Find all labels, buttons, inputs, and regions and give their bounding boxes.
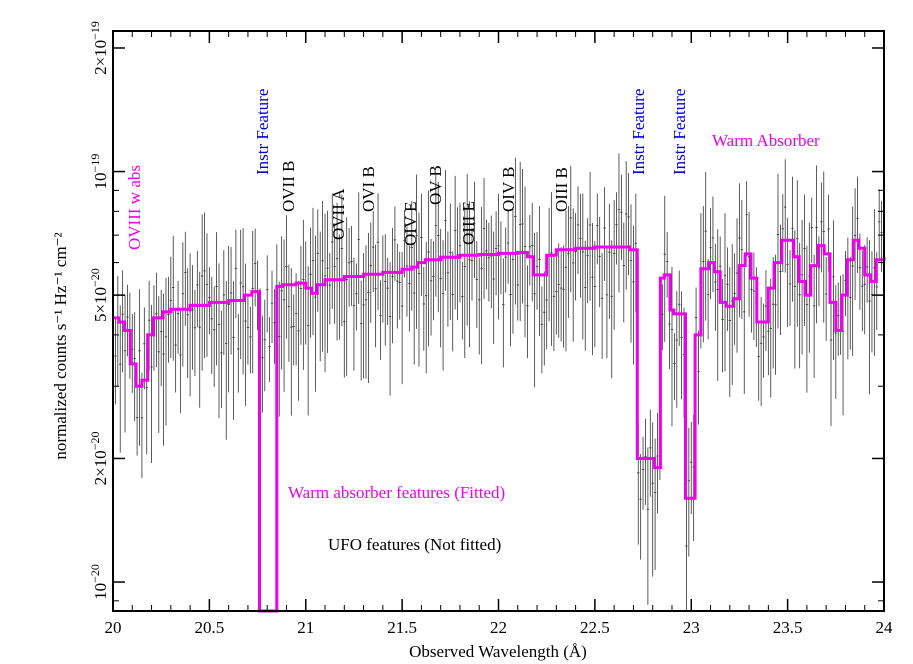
annotation-ufo-not-fitted: UFO features (Not fitted) bbox=[328, 535, 501, 554]
x-axis: 20 20.5 21 21.5 22 22.5 23 23.5 24 bbox=[105, 31, 894, 637]
annotation-instr-feature-2: Instr Feature bbox=[629, 89, 648, 175]
y-tick-label: 2×10−19 bbox=[88, 21, 110, 75]
y-tick-label: 5×10−20 bbox=[88, 268, 110, 322]
x-tick-label: 20.5 bbox=[195, 618, 225, 637]
data-points-group bbox=[111, 153, 886, 611]
y-tick-label: 2×10−20 bbox=[88, 432, 110, 486]
x-tick-label: 22 bbox=[490, 618, 507, 637]
y-axis-title: normalized counts s⁻¹ Hz⁻¹ cm⁻² bbox=[51, 232, 70, 459]
annotation-instr-feature-3: Instr Feature bbox=[670, 89, 689, 175]
x-tick-label: 22.5 bbox=[580, 618, 610, 637]
annotation-warm-absorber: Warm Absorber bbox=[712, 131, 820, 150]
x-tick-label: 21 bbox=[297, 618, 314, 637]
annotation-ion-ov-b: OV B bbox=[426, 165, 445, 205]
annotation-ion-oiii-b: OIII B bbox=[552, 167, 571, 212]
annotation-ion-ovii-b: OVII B bbox=[279, 161, 298, 212]
y-tick-label: 10−19 bbox=[88, 154, 110, 190]
x-tick-label: 23 bbox=[683, 618, 700, 637]
annotation-warm-fitted: Warm absorber features (Fitted) bbox=[288, 483, 505, 502]
model-series-line bbox=[113, 238, 886, 613]
x-tick-label: 24 bbox=[876, 618, 894, 637]
y-axis: 10−20 2×10−20 5×10−20 10−19 2×10−19 bbox=[88, 21, 884, 602]
annotation-ion-ovi-b: OVI B bbox=[359, 166, 378, 212]
annotation-ion-oiv-e: OIV E bbox=[401, 201, 420, 246]
x-tick-label: 21.5 bbox=[387, 618, 417, 637]
annotation-ion-oiv-b: OIV B bbox=[499, 167, 518, 213]
y-tick-label: 10−20 bbox=[88, 564, 110, 600]
annotation-ion-ovii-a: OVII A bbox=[329, 188, 348, 240]
annotation-ion-oiii-e: OIII E bbox=[459, 201, 478, 245]
x-tick-label: 23.5 bbox=[773, 618, 803, 637]
annotation-instr-feature-1: Instr Feature bbox=[253, 89, 272, 175]
x-axis-title: Observed Wavelength (Å) bbox=[409, 642, 587, 661]
annotation-oviii-w-abs: OVIII w abs bbox=[125, 165, 144, 250]
x-tick-label: 20 bbox=[105, 618, 122, 637]
